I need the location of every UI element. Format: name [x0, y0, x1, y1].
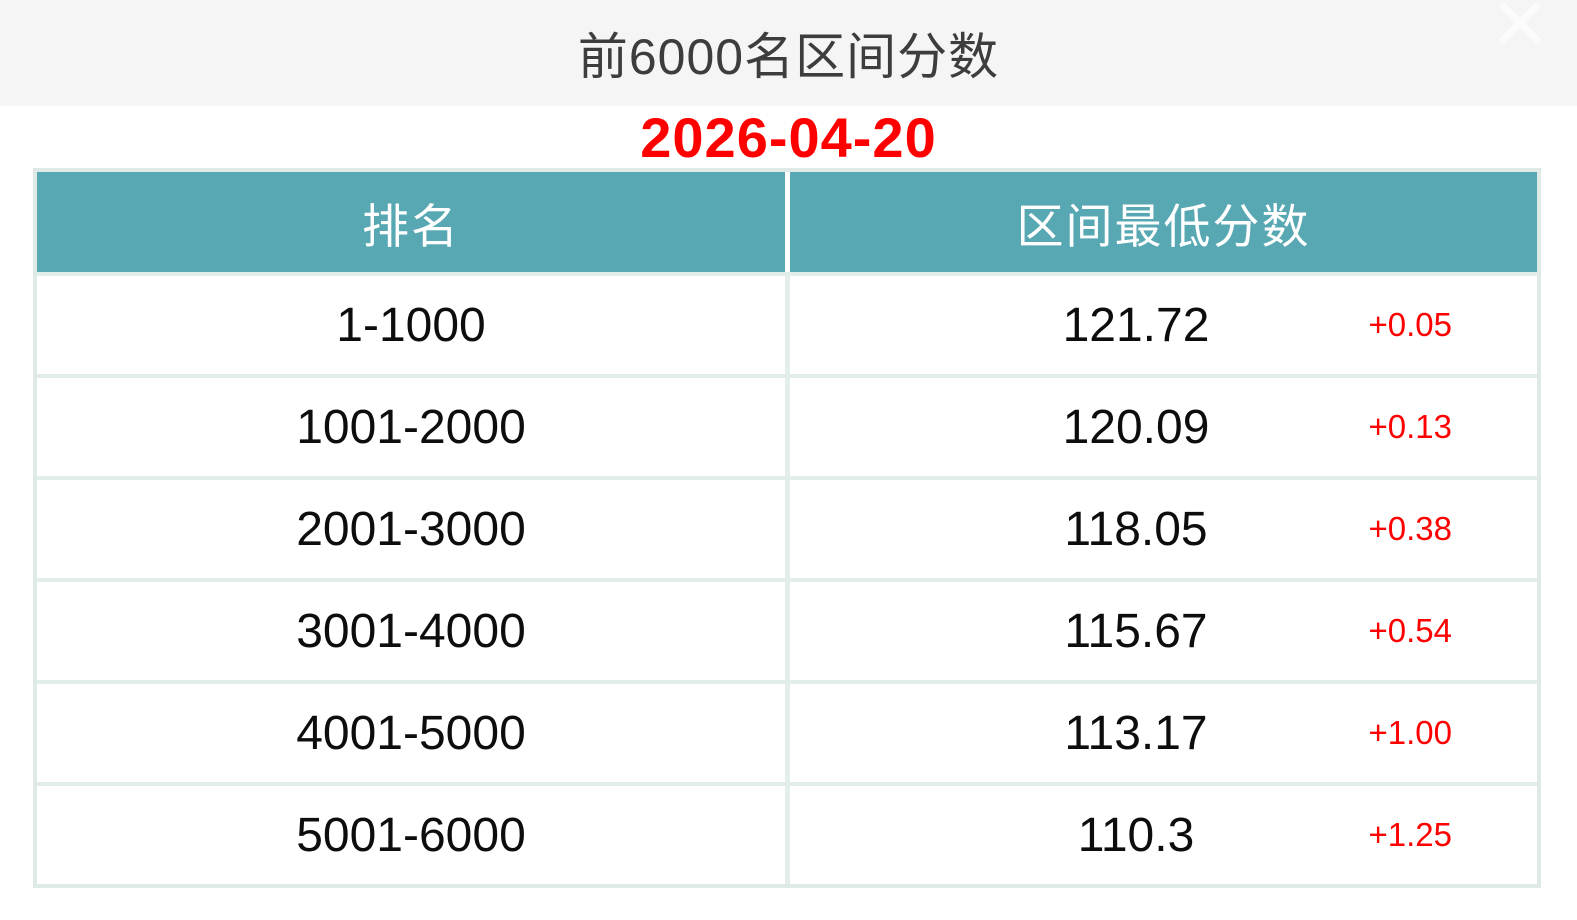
close-icon[interactable]: ✕ — [1488, 0, 1551, 66]
score-cell: 118.05 +0.38 — [785, 480, 1537, 578]
score-value: 118.05 — [1064, 502, 1208, 556]
score-delta: +0.05 — [1368, 306, 1453, 343]
rank-cell: 1001-2000 — [37, 378, 785, 476]
score-delta: +1.00 — [1368, 714, 1453, 751]
table-row: 1-1000 121.72 +0.05 — [37, 272, 1537, 374]
score-value: 121.72 — [1062, 298, 1210, 352]
score-delta: +0.13 — [1368, 408, 1453, 445]
page-header: 前6000名区间分数 ✕ — [0, 0, 1577, 106]
score-cell: 121.72 +0.05 — [785, 276, 1537, 374]
score-value: 120.09 — [1062, 400, 1210, 454]
column-header-score: 区间最低分数 — [785, 172, 1537, 272]
date-row: 2026-04-20 — [0, 105, 1577, 169]
table-row: 1001-2000 120.09 +0.13 — [37, 374, 1537, 476]
score-delta: +0.38 — [1368, 510, 1453, 547]
rank-cell: 4001-5000 — [37, 684, 785, 782]
table-row: 3001-4000 115.67 +0.54 — [37, 578, 1537, 680]
score-delta: +1.25 — [1368, 816, 1453, 853]
rank-cell: 3001-4000 — [37, 582, 785, 680]
score-delta: +0.54 — [1368, 612, 1453, 649]
score-value: 110.3 — [1077, 808, 1195, 862]
score-cell: 115.67 +0.54 — [785, 582, 1537, 680]
rank-cell: 5001-6000 — [37, 786, 785, 884]
rank-cell: 1-1000 — [37, 276, 785, 374]
table-row: 4001-5000 113.17 +1.00 — [37, 680, 1537, 782]
date-label: 2026-04-20 — [640, 105, 937, 169]
column-header-rank: 排名 — [37, 172, 785, 272]
page-title: 前6000名区间分数 — [577, 29, 1000, 85]
table-row: 2001-3000 118.05 +0.38 — [37, 476, 1537, 578]
score-table: 排名 区间最低分数 1-1000 121.72 +0.05 1001-2000 … — [33, 168, 1541, 888]
score-value: 115.67 — [1064, 604, 1208, 658]
score-cell: 113.17 +1.00 — [785, 684, 1537, 782]
table-header-row: 排名 区间最低分数 — [37, 172, 1537, 272]
score-cell: 120.09 +0.13 — [785, 378, 1537, 476]
score-cell: 110.3 +1.25 — [785, 786, 1537, 884]
rank-cell: 2001-3000 — [37, 480, 785, 578]
table-row: 5001-6000 110.3 +1.25 — [37, 782, 1537, 884]
score-value: 113.17 — [1064, 706, 1208, 760]
